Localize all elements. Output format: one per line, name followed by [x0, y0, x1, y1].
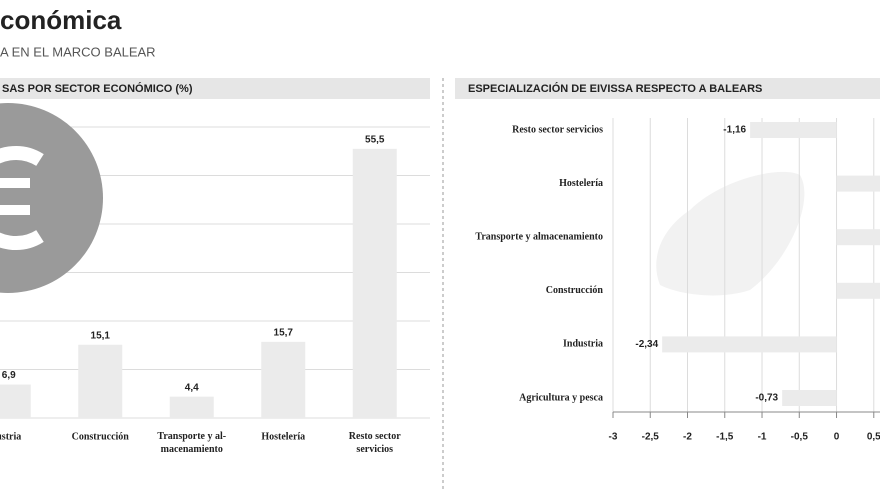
y-tick-label: Construcción [546, 285, 604, 296]
x-tick-label: -1 [758, 432, 767, 443]
y-tick-label: Resto sector servicios [512, 124, 603, 135]
y-tick-label: Hostelería [559, 178, 603, 189]
x-tick-label: Hostelería [261, 431, 305, 442]
x-tick-label: -1,5 [716, 432, 734, 443]
euro-symbol [0, 146, 44, 250]
x-tick-label: Resto sector servicios [349, 431, 401, 455]
bar [352, 148, 397, 418]
x-tick-label: -2 [683, 432, 692, 443]
page-subtitle: A EN EL MARCO BALEAR [0, 44, 156, 59]
right-header-bg [455, 78, 880, 99]
x-tick-label: ustria [0, 431, 21, 442]
bar [0, 384, 31, 418]
bars [662, 122, 880, 406]
value-label: -0,73 [755, 393, 778, 404]
value-label: 55,5 [365, 134, 385, 145]
value-label: 4,4 [185, 382, 199, 393]
bar [169, 396, 214, 418]
value-label: 15,7 [274, 327, 294, 338]
bar [78, 344, 123, 418]
left-chart-title: SAS POR SECTOR ECONÓMICO (%) [2, 82, 193, 95]
bar [836, 175, 880, 192]
euro-icon [0, 103, 103, 293]
bar [750, 122, 837, 138]
right-chart: -3 -2,5 -2 -1,5 -1 -0,5 0 0,5 Resto sector servi… [475, 118, 880, 443]
bar [836, 282, 880, 299]
x-tick-label: Construcción [72, 431, 130, 442]
value-label: -1,16 [723, 125, 746, 136]
left-header-bg [0, 78, 430, 99]
page-title: conómica [0, 5, 122, 35]
x-tick-label: -2,5 [642, 432, 660, 443]
value-label: 15,1 [91, 330, 111, 341]
x-tick-label: 0,5 [867, 432, 880, 443]
y-tick-label: Agricultura y pesca [519, 392, 603, 403]
bar [782, 390, 837, 406]
bar [662, 336, 837, 353]
y-tick-label: Transporte y almacenamiento [475, 231, 603, 242]
left-chart: 6,9 ustria 15,1 Construcción 4,4 Transporte y… [0, 103, 430, 455]
value-label: 6,9 [2, 370, 16, 381]
bar [836, 229, 880, 246]
euro-bar [0, 205, 30, 215]
bar [261, 341, 306, 418]
value-label: -2,34 [635, 339, 658, 350]
x-tick-label: -3 [609, 432, 618, 443]
euro-bar [0, 178, 30, 188]
right-chart-title: ESPECIALIZACIÓN DE EIVISSA RESPECTO A BA… [468, 82, 762, 95]
x-tick-label: 0 [834, 432, 840, 443]
map-silhouette [656, 171, 805, 296]
x-tick-label: -0,5 [791, 432, 809, 443]
y-tick-label: Industria [563, 339, 603, 350]
x-tick-label: Transporte y al-macenamiento [157, 431, 226, 455]
